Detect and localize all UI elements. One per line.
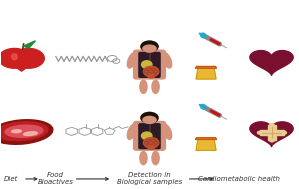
Polygon shape — [24, 41, 36, 48]
Polygon shape — [268, 125, 276, 140]
Circle shape — [282, 131, 286, 134]
Bar — [147, 119, 152, 124]
Ellipse shape — [127, 124, 136, 139]
Ellipse shape — [163, 124, 172, 139]
Circle shape — [13, 48, 44, 68]
Circle shape — [270, 139, 274, 142]
Circle shape — [141, 41, 158, 52]
Ellipse shape — [12, 130, 21, 133]
Polygon shape — [260, 130, 284, 135]
Polygon shape — [196, 138, 216, 139]
Ellipse shape — [144, 66, 159, 77]
Ellipse shape — [152, 151, 159, 165]
FancyBboxPatch shape — [134, 122, 165, 150]
Polygon shape — [196, 139, 216, 150]
FancyBboxPatch shape — [134, 50, 165, 79]
Text: Cardiometabolic health: Cardiometabolic health — [198, 176, 280, 182]
Ellipse shape — [0, 120, 53, 144]
Ellipse shape — [140, 151, 147, 165]
Ellipse shape — [24, 132, 37, 136]
Ellipse shape — [140, 80, 147, 93]
Ellipse shape — [152, 80, 159, 93]
Text: Detection in
Biological samples: Detection in Biological samples — [117, 172, 182, 185]
Polygon shape — [196, 66, 216, 68]
Ellipse shape — [148, 146, 155, 149]
Text: Food
Bioactives: Food Bioactives — [38, 172, 74, 185]
Ellipse shape — [0, 122, 48, 141]
Bar — [147, 48, 152, 53]
Ellipse shape — [141, 61, 152, 68]
Ellipse shape — [141, 132, 152, 140]
Ellipse shape — [143, 45, 156, 52]
Circle shape — [141, 41, 158, 52]
Circle shape — [141, 112, 158, 123]
Polygon shape — [250, 51, 293, 75]
Ellipse shape — [148, 75, 155, 78]
Polygon shape — [196, 68, 216, 79]
Circle shape — [141, 112, 158, 123]
Ellipse shape — [144, 138, 159, 148]
Circle shape — [270, 124, 274, 126]
Ellipse shape — [5, 125, 43, 137]
Polygon shape — [250, 122, 293, 146]
FancyBboxPatch shape — [139, 124, 160, 149]
Ellipse shape — [143, 116, 156, 123]
FancyBboxPatch shape — [139, 53, 160, 77]
Polygon shape — [7, 62, 36, 71]
Circle shape — [0, 48, 30, 68]
Ellipse shape — [12, 54, 17, 60]
Ellipse shape — [127, 53, 136, 68]
Bar — [7, 54, 36, 62]
Circle shape — [257, 131, 262, 134]
Ellipse shape — [163, 53, 172, 68]
Text: Diet: Diet — [4, 176, 18, 182]
